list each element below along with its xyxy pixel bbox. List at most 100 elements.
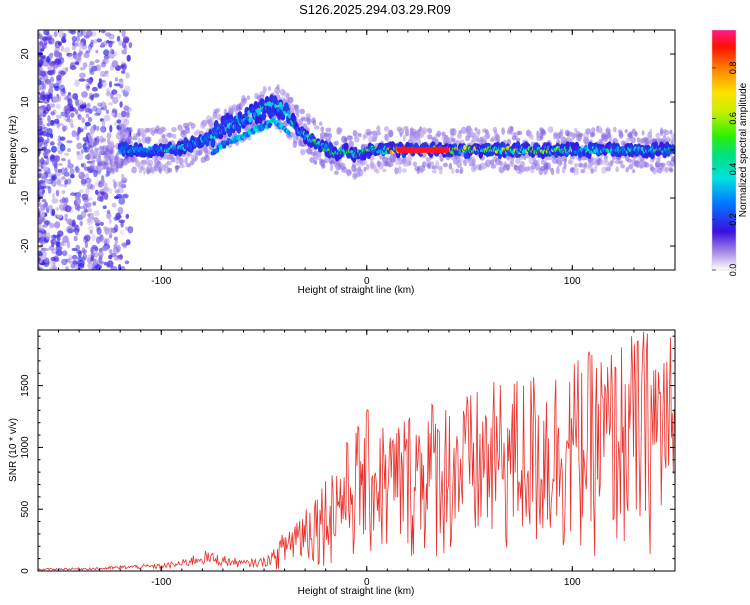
heatmap-noise-cell bbox=[38, 33, 43, 39]
heatmap-halo-cell bbox=[618, 160, 624, 165]
heatmap-noise-cell bbox=[116, 119, 122, 124]
heatmap-halo-cell bbox=[308, 118, 312, 124]
heatmap-noise-cell bbox=[59, 199, 66, 203]
heatmap-noise-cell bbox=[38, 147, 42, 155]
heatmap-halo-cell bbox=[327, 132, 332, 140]
heatmap-noise-cell bbox=[48, 40, 53, 45]
heatmap-noise-cell bbox=[38, 94, 41, 98]
heatmap-noise-cell bbox=[76, 30, 83, 37]
heatmap-noise-cell bbox=[94, 189, 99, 195]
heatmap-halo-cell bbox=[174, 164, 180, 170]
heatmap-noise-cell bbox=[106, 90, 111, 96]
heatmap-halo-cell bbox=[348, 140, 354, 149]
heatmap-noise-cell bbox=[103, 192, 109, 201]
heatmap-halo-cell bbox=[313, 125, 320, 130]
heatmap-halo-cell bbox=[361, 159, 368, 165]
heatmap-noise-cell bbox=[103, 49, 110, 56]
heatmap-halo-cell bbox=[398, 165, 402, 174]
heatmap-halo-cell bbox=[388, 129, 394, 138]
heatmap-noise-cell bbox=[78, 78, 86, 82]
heatmap-ridge-outer bbox=[261, 111, 267, 121]
heatmap-noise-cell bbox=[101, 119, 106, 127]
heatmap-noise-cell bbox=[103, 58, 109, 64]
heatmap-noise-cell bbox=[58, 203, 64, 210]
heatmap-noise-cell bbox=[126, 106, 132, 112]
heatmap-halo-cell bbox=[89, 163, 95, 170]
heatmap-halo-cell bbox=[474, 127, 478, 132]
heatmap-noise-cell bbox=[38, 180, 45, 184]
heatmap-noise-cell bbox=[103, 261, 108, 266]
heatmap-noise-cell bbox=[126, 111, 130, 118]
colorbar-frame bbox=[711, 29, 737, 271]
heatmap-noise-cell bbox=[51, 198, 59, 204]
heatmap-noise-cell bbox=[43, 30, 50, 36]
heatmap-halo-cell bbox=[442, 162, 448, 168]
heatmap-noise-cell bbox=[113, 243, 118, 250]
heatmap-noise-cell bbox=[97, 191, 104, 199]
heatmap-halo-cell bbox=[276, 84, 280, 90]
heatmap-noise-cell bbox=[55, 189, 60, 197]
heatmap-noise-cell bbox=[83, 166, 90, 171]
heatmap-halo-cell bbox=[620, 164, 626, 169]
heatmap-halo-cell bbox=[312, 120, 317, 126]
heatmap-noise-cell bbox=[41, 175, 47, 180]
heatmap-noise-cell bbox=[76, 142, 83, 150]
heatmap-halo-cell bbox=[573, 167, 579, 176]
heatmap-noise-cell bbox=[87, 183, 94, 190]
heatmap-noise-cell bbox=[49, 102, 55, 108]
heatmap-halo-cell bbox=[660, 162, 666, 167]
heatmap-noise-cell bbox=[38, 62, 42, 69]
heatmap-halo-cell bbox=[583, 164, 587, 170]
heatmap-noise-cell bbox=[39, 180, 46, 185]
heatmap-noise-cell bbox=[111, 202, 117, 208]
heatmap-noise-cell bbox=[68, 254, 73, 261]
heatmap-noise-cell bbox=[79, 104, 87, 109]
heatmap-noise-cell bbox=[89, 70, 95, 76]
heatmap-noise-cell bbox=[65, 266, 70, 270]
heatmap-noise-cell bbox=[38, 251, 43, 257]
heatmap-noise-cell bbox=[57, 230, 64, 237]
heatmap-noise-cell bbox=[52, 95, 58, 104]
heatmap-noise-cell bbox=[77, 114, 82, 121]
snr-panel: -100 0 100 0 500 1000 1500 Height of straight… bbox=[8, 329, 676, 597]
heatmap-noise-cell bbox=[40, 157, 45, 165]
heatmap-noise-cell bbox=[95, 107, 102, 116]
heatmap-noise-cell bbox=[121, 115, 128, 124]
heatmap-noise-cell bbox=[41, 71, 46, 78]
heatmap-noise-cell bbox=[38, 211, 41, 218]
heatmap-noise-cell bbox=[63, 152, 70, 156]
heatmap-noise-cell bbox=[64, 179, 68, 185]
heatmap-halo-cell bbox=[644, 162, 650, 168]
heatmap-noise-cell bbox=[64, 197, 69, 204]
heatmap-noise-cell bbox=[43, 220, 51, 226]
heatmap-noise-cell bbox=[113, 195, 120, 200]
heatmap-noise-cell bbox=[85, 50, 91, 54]
heatmap-noise-cell bbox=[115, 93, 122, 99]
heatmap-noise-cell bbox=[38, 57, 42, 64]
heatmap-halo-cell bbox=[625, 167, 629, 173]
heatmap-halo-cell bbox=[363, 166, 367, 172]
heatmap-halo-cell bbox=[195, 148, 200, 157]
heatmap-noise-cell bbox=[112, 96, 119, 105]
heatmap-noise-cell bbox=[51, 192, 56, 199]
heatmap-noise-cell bbox=[91, 233, 96, 242]
heatmap-noise-cell bbox=[107, 227, 114, 234]
heatmap-noise-cell bbox=[45, 232, 51, 240]
heatmap-ridge-core bbox=[276, 106, 281, 112]
heatmap-noise-cell bbox=[94, 59, 100, 63]
heatmap-noise-cell bbox=[76, 250, 83, 254]
figure-title: S126.2025.294.03.29.R09 bbox=[299, 2, 451, 17]
heatmap-noise-cell bbox=[71, 219, 76, 227]
heatmap-noise-cell bbox=[93, 251, 99, 258]
heatmap-noise-cell bbox=[91, 244, 98, 250]
heatmap-halo-cell bbox=[200, 147, 204, 153]
heatmap-ridge-core bbox=[280, 106, 284, 110]
heatmap-noise-cell bbox=[68, 118, 74, 126]
heatmap-noise-cell bbox=[63, 171, 70, 177]
heatmap-noise-cell bbox=[123, 105, 130, 111]
heatmap-noise-cell bbox=[57, 41, 62, 47]
heatmap-noise-cell bbox=[56, 103, 61, 109]
heatmap-noise-cell bbox=[84, 201, 88, 206]
y-tick-label: 10 bbox=[20, 96, 31, 108]
heatmap-ridge-core bbox=[278, 102, 283, 108]
